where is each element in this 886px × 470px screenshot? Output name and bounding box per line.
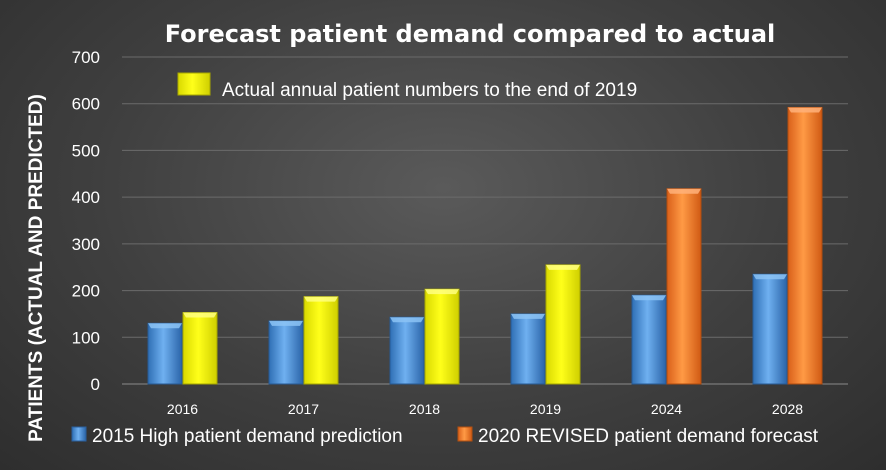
bar-top	[425, 289, 459, 295]
bar-body	[147, 322, 183, 385]
bar	[303, 296, 339, 385]
annotation: Actual annual patient numbers to the end…	[177, 72, 637, 101]
y-tick-label: 100	[72, 328, 100, 347]
y-axis-ticks: 0 100 200 300 400 500 600 700	[72, 48, 100, 394]
bar-top	[788, 107, 822, 113]
legend-swatch-blue	[71, 426, 87, 442]
bar-top	[269, 320, 303, 326]
bar	[787, 106, 823, 385]
y-tick-label: 200	[72, 282, 100, 301]
bar	[182, 312, 218, 385]
legend-swatch-orange	[457, 426, 473, 442]
bar-top	[304, 296, 338, 302]
bar-body	[268, 320, 304, 385]
bar-top	[511, 313, 545, 319]
bar	[389, 316, 425, 385]
y-tick-label: 600	[72, 95, 100, 114]
annotation-text: Actual annual patient numbers to the end…	[222, 80, 637, 101]
bar-body	[752, 273, 788, 385]
bar-body	[510, 313, 546, 385]
y-tick-label: 300	[72, 235, 100, 254]
bar	[268, 320, 304, 385]
bar-body	[424, 288, 460, 385]
bar-top	[632, 295, 666, 301]
x-tick-label: 2016	[167, 401, 198, 417]
bar-top	[390, 317, 424, 323]
bar-top	[667, 188, 701, 194]
bar-body	[182, 312, 218, 385]
bar-body	[303, 296, 339, 385]
bar	[752, 273, 788, 385]
legend: 2015 High patient demand prediction 2020…	[71, 426, 819, 447]
x-axis-ticks: 2016 2017 2018 2019 2024 2028	[167, 401, 803, 417]
bar-body	[666, 188, 702, 385]
bar	[631, 294, 667, 385]
legend-label-revised: 2020 REVISED patient demand forecast	[478, 426, 819, 447]
y-tick-label: 0	[91, 375, 100, 394]
bars	[147, 106, 823, 385]
gridlines	[122, 56, 848, 338]
bar	[666, 188, 702, 385]
bar-body	[389, 316, 425, 385]
bar-top	[148, 323, 182, 329]
x-tick-label: 2018	[409, 401, 440, 417]
bar-top	[546, 264, 580, 270]
y-tick-label: 500	[72, 141, 100, 160]
bar-body	[787, 106, 823, 385]
bar	[545, 264, 581, 385]
bar	[510, 313, 546, 385]
bar-body	[631, 294, 667, 385]
x-tick-label: 2019	[530, 401, 561, 417]
chart-title: Forecast patient demand compared to actu…	[165, 20, 776, 48]
bar	[147, 322, 183, 385]
bar-top	[183, 312, 217, 318]
x-tick-label: 2017	[288, 401, 319, 417]
y-tick-label: 400	[72, 188, 100, 207]
x-tick-label: 2028	[772, 401, 803, 417]
annotation-swatch	[177, 72, 211, 96]
bar	[424, 288, 460, 385]
legend-label-prediction: 2015 High patient demand prediction	[92, 426, 403, 447]
bar-body	[545, 264, 581, 385]
bar-top	[753, 274, 787, 280]
x-tick-label: 2024	[651, 401, 682, 417]
y-axis-label: PATIENTS (ACTUAL AND PREDICTED)	[26, 94, 47, 442]
y-tick-label: 700	[72, 48, 100, 67]
